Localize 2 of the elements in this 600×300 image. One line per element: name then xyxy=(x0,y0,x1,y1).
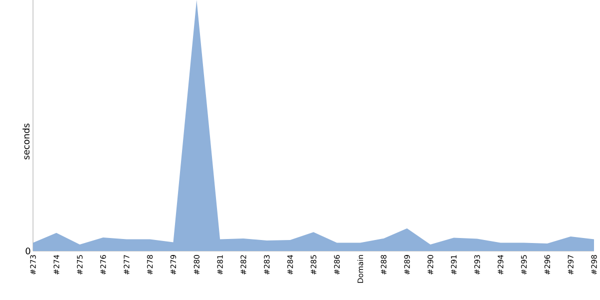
text: 0 xyxy=(26,248,30,254)
y-axis-title: seconds xyxy=(22,124,30,160)
